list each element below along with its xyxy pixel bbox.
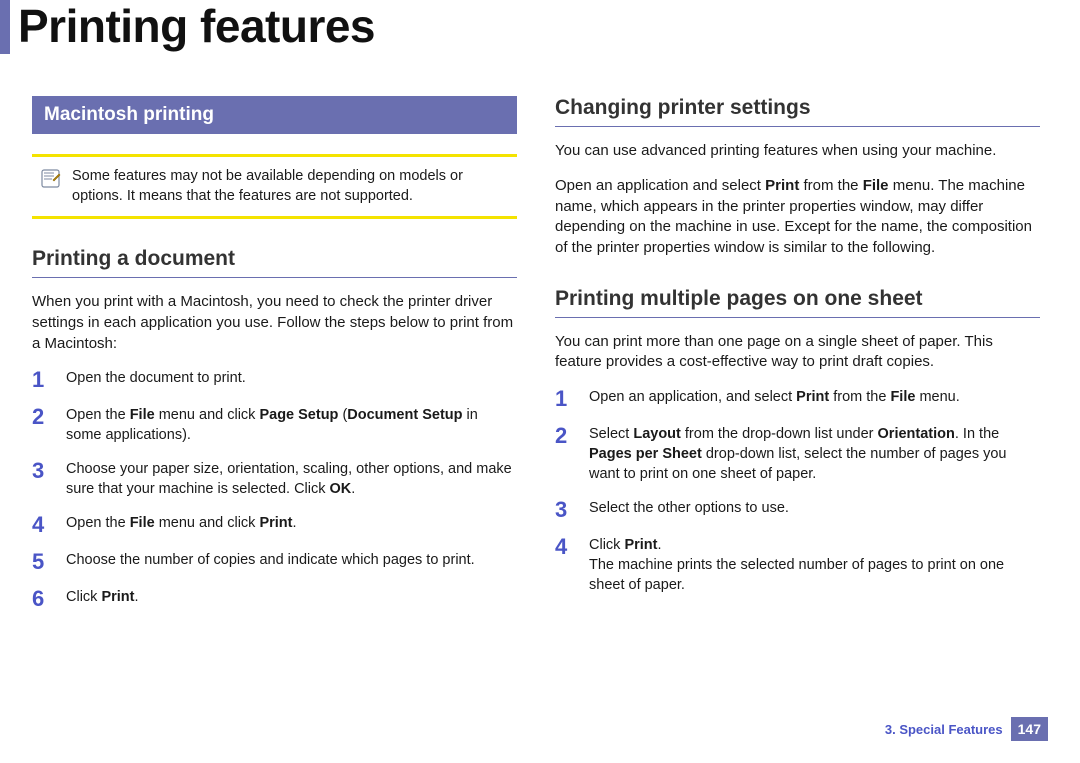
footer-page-number: 147 <box>1011 717 1048 741</box>
step-text: Open an application, and select Print fr… <box>589 387 1040 407</box>
step-item: 5 Choose the number of copies and indica… <box>32 550 517 573</box>
subheading-printing-document: Printing a document <box>32 247 517 278</box>
intro-printing-document: When you print with a Macintosh, you nee… <box>32 292 517 354</box>
p-changing-2: Open an application and select Print fro… <box>555 176 1040 259</box>
step-text: Open the document to print. <box>66 368 517 388</box>
steps-multiple-pages: 1 Open an application, and select Print … <box>555 387 1040 595</box>
page-title: Printing features <box>18 0 375 54</box>
step-text: Click Print. <box>66 587 517 607</box>
title-accent-bar <box>0 0 10 54</box>
section-banner-macintosh: Macintosh printing <box>32 96 517 134</box>
step-item: 2 Open the File menu and click Page Setu… <box>32 405 517 445</box>
step-item: 3 Choose your paper size, orientation, s… <box>32 459 517 499</box>
step-text: Choose your paper size, orientation, sca… <box>66 459 517 499</box>
step-item: 3 Select the other options to use. <box>555 498 1040 521</box>
step-number: 2 <box>555 424 575 447</box>
step-item: 2 Select Layout from the drop-down list … <box>555 424 1040 484</box>
note-text: Some features may not be available depen… <box>72 167 509 206</box>
subheading-multiple-pages: Printing multiple pages on one sheet <box>555 287 1040 318</box>
content-columns: Macintosh printing Some features may not… <box>0 54 1080 624</box>
step-text: Click Print.The machine prints the selec… <box>589 535 1040 595</box>
step-number: 4 <box>32 513 52 536</box>
note-icon <box>40 168 62 195</box>
step-text: Select the other options to use. <box>589 498 1040 518</box>
step-number: 1 <box>32 368 52 391</box>
step-text: Select Layout from the drop-down list un… <box>589 424 1040 484</box>
intro-multiple-pages: You can print more than one page on a si… <box>555 332 1040 373</box>
step-number: 5 <box>32 550 52 573</box>
step-item: 4 Click Print.The machine prints the sel… <box>555 535 1040 595</box>
step-number: 2 <box>32 405 52 428</box>
title-row: Printing features <box>0 0 1080 54</box>
step-text: Choose the number of copies and indicate… <box>66 550 517 570</box>
note-box: Some features may not be available depen… <box>32 154 517 219</box>
page-footer: 3. Special Features 147 <box>885 717 1048 741</box>
step-item: 1 Open the document to print. <box>32 368 517 391</box>
step-item: 1 Open an application, and select Print … <box>555 387 1040 410</box>
steps-printing-document: 1 Open the document to print. 2 Open the… <box>32 368 517 610</box>
step-number: 3 <box>32 459 52 482</box>
step-item: 6 Click Print. <box>32 587 517 610</box>
step-number: 6 <box>32 587 52 610</box>
footer-chapter: 3. Special Features <box>885 722 1003 737</box>
step-number: 3 <box>555 498 575 521</box>
right-column: Changing printer settings You can use ad… <box>555 96 1040 624</box>
subheading-changing-settings: Changing printer settings <box>555 96 1040 127</box>
p-changing-1: You can use advanced printing features w… <box>555 141 1040 162</box>
step-item: 4 Open the File menu and click Print. <box>32 513 517 536</box>
step-text: Open the File menu and click Print. <box>66 513 517 533</box>
step-number: 4 <box>555 535 575 558</box>
step-text: Open the File menu and click Page Setup … <box>66 405 517 445</box>
left-column: Macintosh printing Some features may not… <box>32 96 517 624</box>
step-number: 1 <box>555 387 575 410</box>
